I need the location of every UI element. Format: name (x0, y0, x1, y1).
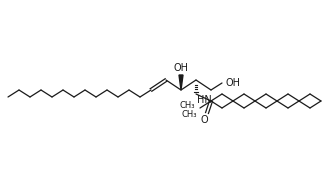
Text: HN: HN (197, 95, 212, 105)
Text: OH: OH (173, 63, 189, 73)
Text: O: O (200, 115, 208, 125)
Text: OH: OH (225, 78, 240, 88)
Text: CH₃: CH₃ (182, 110, 197, 119)
Text: CH₃: CH₃ (179, 101, 195, 110)
Polygon shape (179, 75, 183, 90)
